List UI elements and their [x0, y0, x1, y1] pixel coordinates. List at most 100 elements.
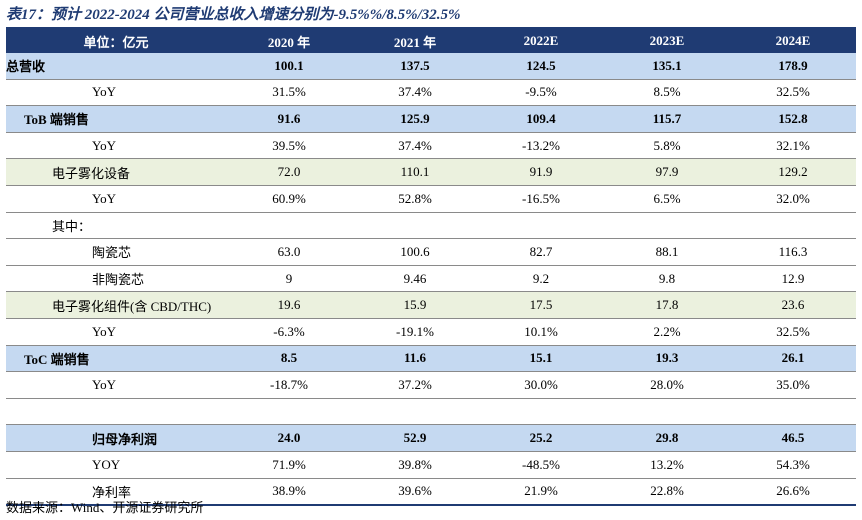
row-label: 陶瓷芯: [6, 238, 226, 266]
cell: 109.4: [478, 105, 604, 133]
cell: 17.5: [478, 291, 604, 319]
table-row-total-revenue: 总营收 100.1 137.5 124.5 135.1 178.9: [6, 53, 856, 80]
cell: 9.8: [604, 265, 730, 293]
spacer-cell: [6, 398, 226, 426]
cell: 54.3%: [730, 451, 856, 479]
cell: 31.5%: [226, 79, 352, 107]
row-label: YoY: [6, 79, 226, 107]
cell: 91.9: [478, 158, 604, 186]
cell: 30.0%: [478, 371, 604, 399]
row-label: 电子雾化组件(含 CBD/THC): [6, 291, 226, 319]
row-label: 其中：: [6, 212, 226, 240]
table-spacer-row: [6, 398, 856, 426]
spacer-cell: [604, 398, 730, 426]
table-title: 表17：预计 2022-2024 公司营业总收入增速分别为-9.5%%/8.5%…: [6, 7, 461, 23]
cell: 26.6%: [730, 478, 856, 507]
cell: 9.46: [352, 265, 478, 293]
cell: 26.1: [730, 345, 856, 373]
row-label: YoY: [6, 318, 226, 346]
title-rule: [6, 27, 856, 29]
header-year: 2024E: [730, 29, 856, 53]
cell: 32.5%: [730, 318, 856, 346]
table-row-yoy: YoY 60.9% 52.8% -16.5% 6.5% 32.0%: [6, 185, 856, 213]
cell: 178.9: [730, 53, 856, 80]
cell: 10.1%: [478, 318, 604, 346]
table-row-toc-sales: ToC 端销售 8.5 11.6 15.1 19.3 26.1: [6, 345, 856, 373]
source-note: 数据来源：Wind、开源证券研究所: [6, 500, 204, 515]
cell: [352, 212, 478, 240]
cell: 46.5: [730, 424, 856, 452]
cell: 110.1: [352, 158, 478, 186]
row-label: YoY: [6, 371, 226, 399]
header-unit: 单位：亿元: [6, 29, 226, 53]
cell: 91.6: [226, 105, 352, 133]
cell: 100.1: [226, 53, 352, 80]
cell: 32.0%: [730, 185, 856, 213]
row-label: YoY: [6, 185, 226, 213]
header-year: 2021 年: [352, 29, 478, 53]
cell: [226, 212, 352, 240]
table-row-yoy: YOY 71.9% 39.8% -48.5% 13.2% 54.3%: [6, 451, 856, 479]
cell: -18.7%: [226, 371, 352, 399]
cell: [604, 212, 730, 240]
cell: 39.6%: [352, 478, 478, 507]
cell: 15.9: [352, 291, 478, 319]
cell: 116.3: [730, 238, 856, 266]
cell: 11.6: [352, 345, 478, 373]
table-row-net-profit: 归母净利润 24.0 52.9 25.2 29.8 46.5: [6, 424, 856, 452]
table-row-e-vapor-device: 电子雾化设备 72.0 110.1 91.9 97.9 129.2: [6, 158, 856, 186]
cell: -13.2%: [478, 132, 604, 160]
header-year: 2020 年: [226, 29, 352, 53]
cell: 32.1%: [730, 132, 856, 160]
cell: 12.9: [730, 265, 856, 293]
spacer-cell: [730, 398, 856, 426]
cell: 5.8%: [604, 132, 730, 160]
forecast-table: 单位：亿元 2020 年 2021 年 2022E 2023E 2024E 总营…: [6, 29, 856, 507]
cell: 19.3: [604, 345, 730, 373]
cell: 137.5: [352, 53, 478, 80]
row-label: 归母净利润: [6, 424, 226, 452]
cell: [730, 212, 856, 240]
cell: 6.5%: [604, 185, 730, 213]
row-label: 总营收: [6, 53, 226, 80]
cell: 9: [226, 265, 352, 293]
header-year: 2022E: [478, 29, 604, 53]
cell: 37.4%: [352, 79, 478, 107]
cell: -16.5%: [478, 185, 604, 213]
row-label: 净利率: [6, 478, 226, 507]
cell: 97.9: [604, 158, 730, 186]
cell: 135.1: [604, 53, 730, 80]
cell: 19.6: [226, 291, 352, 319]
cell: [478, 212, 604, 240]
cell: 21.9%: [478, 478, 604, 507]
cell: 63.0: [226, 238, 352, 266]
cell: 39.8%: [352, 451, 478, 479]
cell: 15.1: [478, 345, 604, 373]
cell: -19.1%: [352, 318, 478, 346]
table-row-yoy: YoY 31.5% 37.4% -9.5% 8.5% 32.5%: [6, 79, 856, 107]
cell: 129.2: [730, 158, 856, 186]
cell: 8.5: [226, 345, 352, 373]
cell: -9.5%: [478, 79, 604, 107]
cell: 100.6: [352, 238, 478, 266]
cell: 60.9%: [226, 185, 352, 213]
row-label: ToC 端销售: [6, 345, 226, 373]
cell: 23.6: [730, 291, 856, 319]
row-label: YOY: [6, 451, 226, 479]
cell: 29.8: [604, 424, 730, 452]
cell: -6.3%: [226, 318, 352, 346]
header-row: 单位：亿元 2020 年 2021 年 2022E 2023E 2024E: [6, 29, 856, 53]
table-row-net-margin: 净利率 38.9% 39.6% 21.9% 22.8% 26.6%: [6, 478, 856, 507]
table-row-non-ceramic-core: 非陶瓷芯 9 9.46 9.2 9.8 12.9: [6, 265, 856, 293]
cell: 32.5%: [730, 79, 856, 107]
cell: 39.5%: [226, 132, 352, 160]
cell: 124.5: [478, 53, 604, 80]
table-row-yoy: YoY -6.3% -19.1% 10.1% 2.2% 32.5%: [6, 318, 856, 346]
spacer-cell: [352, 398, 478, 426]
cell: 38.9%: [226, 478, 352, 507]
cell: 28.0%: [604, 371, 730, 399]
cell: 22.8%: [604, 478, 730, 507]
header-year: 2023E: [604, 29, 730, 53]
cell: 52.8%: [352, 185, 478, 213]
cell: 13.2%: [604, 451, 730, 479]
